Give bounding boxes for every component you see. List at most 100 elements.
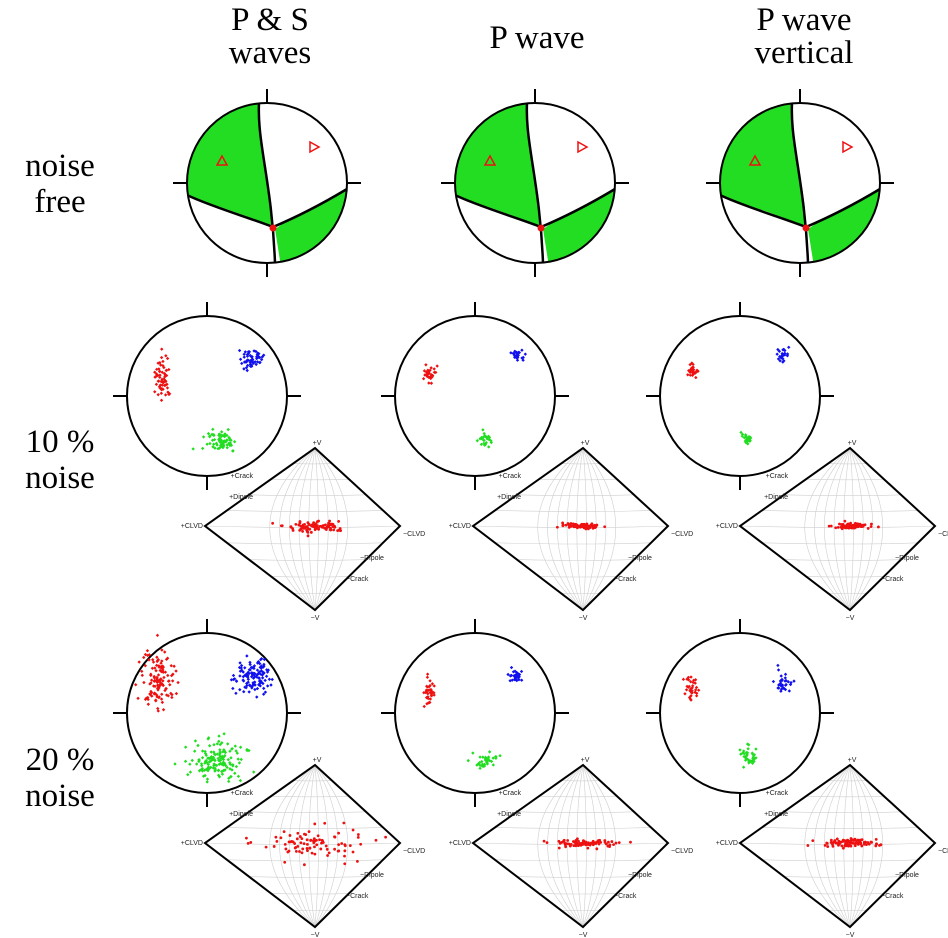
axis-label: +Dipole [229,494,253,501]
cluster-blue [259,666,263,670]
cluster-green [223,753,227,758]
data-point [337,849,341,853]
cluster-green [201,435,206,439]
cluster-green [197,769,202,773]
data-point [329,526,332,530]
column-header-line1: P wave [756,2,852,38]
cluster-blue [781,686,786,690]
grid-line [314,447,349,611]
data-point [298,835,302,838]
data-point [545,841,549,845]
cluster-red [142,680,146,685]
cluster-green [222,434,227,439]
data-point [337,843,341,847]
cluster-blue [250,686,254,690]
data-point [264,845,268,849]
t-axis-icon [309,140,321,154]
cluster-red [689,694,693,698]
cluster-red [428,679,432,683]
column-header-line2: waves [228,35,312,71]
cluster-red [690,686,694,690]
axis-label: +Dipole [764,494,788,501]
cluster-blue [246,677,251,682]
cluster-red [147,658,151,662]
grid-line [494,859,652,862]
cluster-blue [255,356,259,361]
data-point [343,854,346,858]
axis-label: −Crack [881,576,904,583]
cluster-red [145,649,150,653]
cluster-red [137,660,141,664]
grid-line [516,876,635,878]
cluster-green [754,756,758,760]
cluster-blue [515,358,520,362]
cluster-green [186,772,190,777]
cluster-red [134,683,138,687]
compression-quadrant [455,103,541,227]
data-point [332,528,336,532]
data-point [333,525,337,529]
data-point [314,522,318,526]
data-point [591,843,595,847]
grid-line [494,542,652,545]
cluster-green [219,430,224,434]
data-point [606,844,610,848]
nodal-plane-line [525,103,545,263]
data-point [878,843,881,847]
cluster-blue [242,689,246,694]
grid-line [248,876,367,878]
axis-label: +Crack [499,473,522,480]
axis-label: +V [313,757,322,764]
data-point [306,849,309,853]
data-point [568,844,572,848]
cluster-green [208,434,212,438]
data-point [356,833,360,836]
cluster-red [162,365,166,370]
data-point [275,840,279,843]
axis-label: +CLVD [449,523,471,530]
cluster-blue [234,691,238,695]
data-point [359,842,363,846]
cluster-red [159,661,163,665]
data-point [856,524,860,527]
cluster-red [160,370,164,375]
data-point [835,837,839,841]
axis-label: −Dipole [360,555,384,562]
cluster-red [164,368,168,373]
data-point [603,840,607,844]
data-point [299,841,303,845]
grid-line [314,764,329,928]
data-point [579,523,583,527]
data-point [297,523,301,527]
cluster-green [228,441,233,445]
grid-line [204,842,401,845]
cluster-green [478,755,482,759]
cluster-green [230,747,234,751]
axis-label: +V [848,440,857,447]
data-point [315,838,318,842]
cluster-green [751,755,756,759]
data-point [862,840,866,844]
cluster-red [148,682,152,686]
cluster-blue [248,662,252,667]
cluster-red [154,382,159,387]
cluster-red [158,363,163,367]
cluster-green [221,757,226,762]
column-header-p-wave-vertical: P wave vertical [704,4,904,70]
data-point [306,534,310,538]
axis-label: −V [846,615,855,622]
cluster-blue [514,678,519,682]
stereonet-outline [659,315,821,477]
cluster-blue [237,665,242,670]
cluster-blue [776,668,781,672]
grid-line [270,478,350,481]
data-point [561,524,565,528]
data-point [557,846,561,850]
data-point [610,840,614,843]
data-point [595,840,598,844]
cluster-green [480,759,484,764]
data-point [825,842,829,845]
cluster-red [158,375,162,380]
grid-line [538,478,618,481]
axis-label: −Dipole [628,555,652,562]
